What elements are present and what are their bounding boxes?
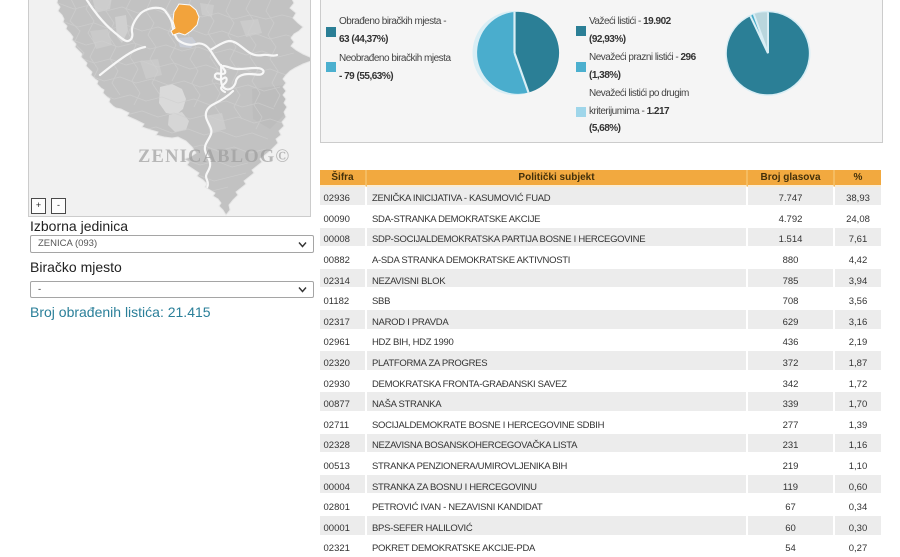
svg-text:ZENICABLOG©: ZENICABLOG©	[138, 147, 290, 167]
